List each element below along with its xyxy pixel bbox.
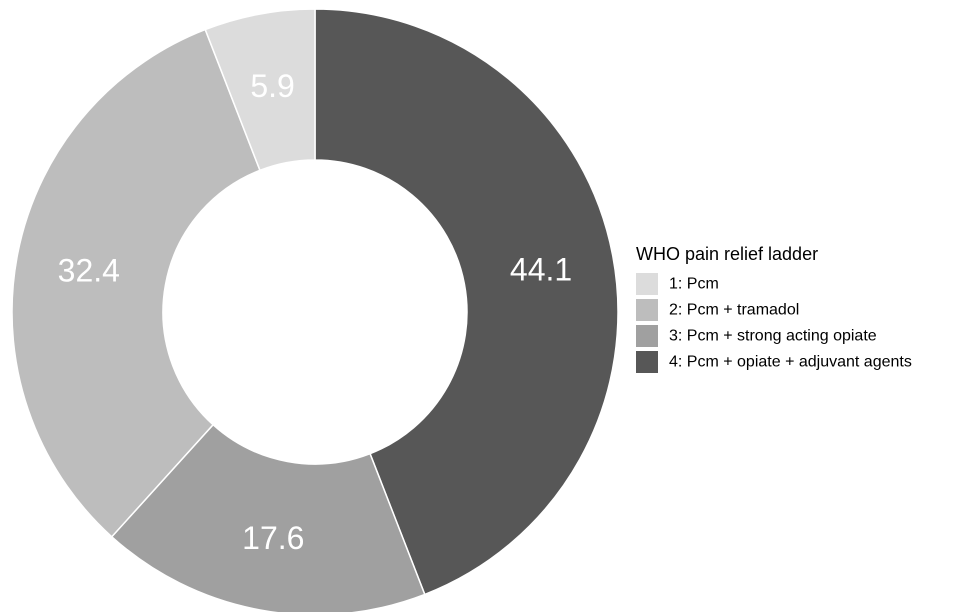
donut-slices <box>11 8 619 612</box>
donut-slice <box>110 423 426 612</box>
legend-swatch <box>636 351 658 373</box>
donut-slice <box>314 8 619 596</box>
slice-value-label: 17.6 <box>242 520 304 556</box>
donut-slice <box>204 8 316 172</box>
slice-labels: 44.1 17.6 32.4 5.9 <box>58 68 573 556</box>
legend-swatch <box>636 273 658 295</box>
legend-entry-label: 4: Pcm + opiate + adjuvant agents <box>669 354 912 371</box>
legend-entry-label: 1: Pcm <box>669 276 719 293</box>
legend-items: 1: Pcm 2: Pcm + tramadol 3: Pcm + strong a… <box>636 273 912 373</box>
legend-swatch <box>636 299 658 321</box>
donut-slice <box>11 28 261 538</box>
slice-value-label: 5.9 <box>250 68 294 104</box>
legend: WHO pain relief ladder 1: Pcm 2: Pcm + tr… <box>636 244 912 373</box>
slice-value-label: 44.1 <box>510 252 572 288</box>
slice-value-label: 32.4 <box>58 252 120 288</box>
legend-swatch <box>636 325 658 347</box>
legend-entry-label: 2: Pcm + tramadol <box>669 302 799 319</box>
legend-title: WHO pain relief ladder <box>636 244 818 264</box>
legend-entry-label: 3: Pcm + strong acting opiate <box>669 328 877 345</box>
